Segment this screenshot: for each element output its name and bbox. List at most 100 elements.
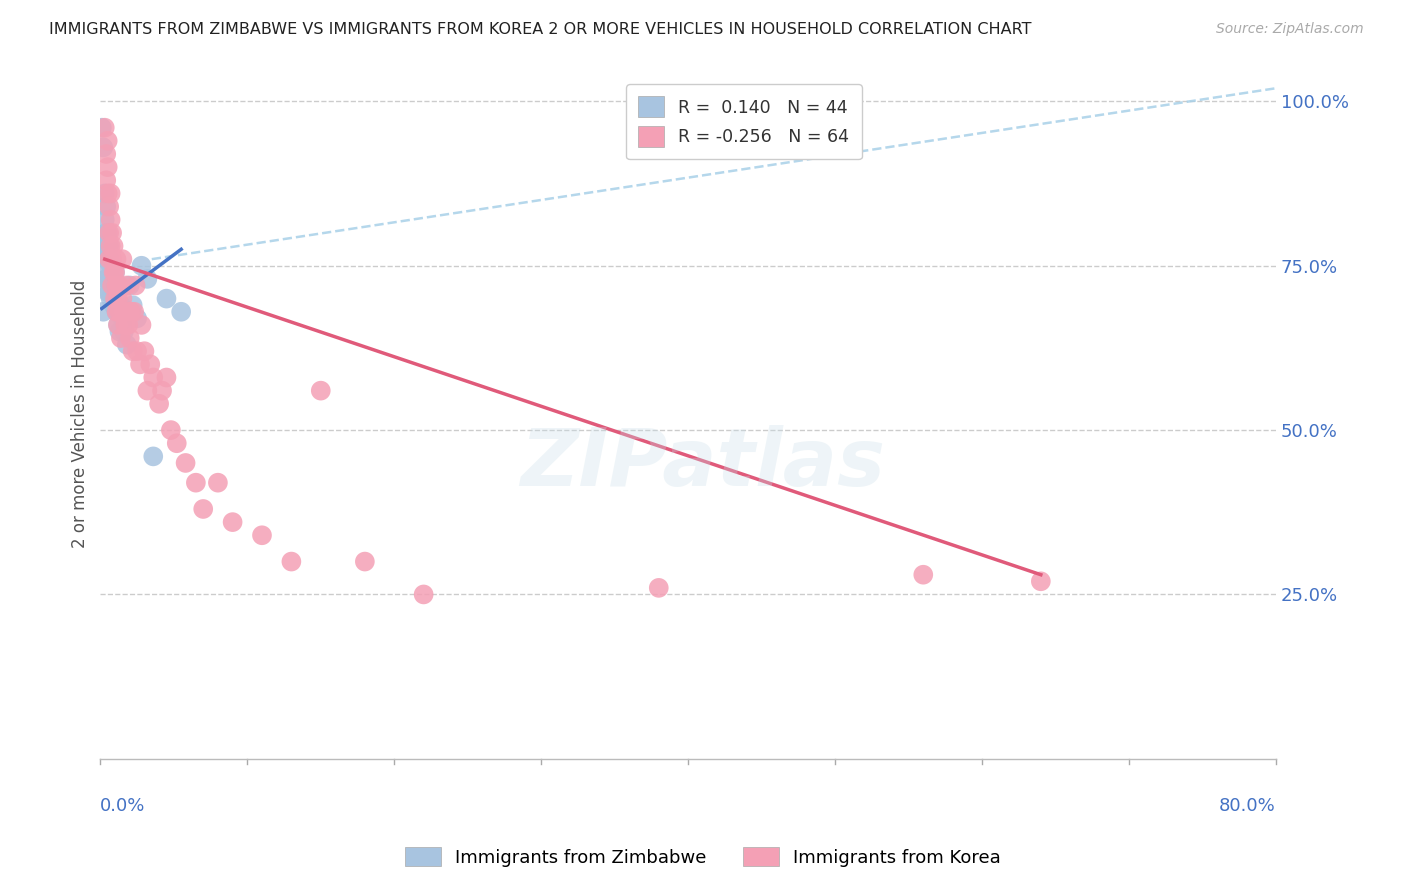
Point xyxy=(98,252,121,267)
Point xyxy=(354,555,377,569)
Point xyxy=(100,212,122,227)
Point xyxy=(193,502,215,516)
Point xyxy=(96,226,118,240)
Legend: Immigrants from Zimbabwe, Immigrants from Korea: Immigrants from Zimbabwe, Immigrants fro… xyxy=(398,840,1008,874)
Point xyxy=(250,528,273,542)
Point xyxy=(118,305,141,319)
Point xyxy=(111,292,134,306)
Point xyxy=(115,337,138,351)
Point xyxy=(134,344,156,359)
Point xyxy=(142,450,165,464)
Point xyxy=(105,305,128,319)
Point xyxy=(129,357,152,371)
Point xyxy=(221,515,243,529)
Point xyxy=(100,272,122,286)
Point xyxy=(155,370,177,384)
Point xyxy=(103,298,125,312)
Point xyxy=(166,436,188,450)
Point xyxy=(94,265,117,279)
Point xyxy=(108,305,131,319)
Point xyxy=(412,587,434,601)
Point xyxy=(170,305,193,319)
Point xyxy=(103,239,125,253)
Text: ZIPatlas: ZIPatlas xyxy=(520,425,886,503)
Point xyxy=(912,567,935,582)
Point xyxy=(174,456,197,470)
Point xyxy=(131,318,153,332)
Point xyxy=(96,272,118,286)
Point xyxy=(104,292,127,306)
Point xyxy=(107,292,129,306)
Point xyxy=(131,259,153,273)
Point xyxy=(97,226,120,240)
Point xyxy=(98,285,121,299)
Point xyxy=(115,278,138,293)
Point xyxy=(101,278,124,293)
Point xyxy=(97,186,120,201)
Point xyxy=(121,298,143,312)
Point xyxy=(207,475,229,490)
Point xyxy=(97,160,120,174)
Legend: R =  0.140   N = 44, R = -0.256   N = 64: R = 0.140 N = 44, R = -0.256 N = 64 xyxy=(626,84,862,160)
Point xyxy=(97,134,120,148)
Point xyxy=(101,278,124,293)
Point xyxy=(103,265,125,279)
Point xyxy=(111,311,134,326)
Point xyxy=(96,173,118,187)
Point xyxy=(139,357,162,371)
Point xyxy=(90,120,112,135)
Point xyxy=(94,245,117,260)
Point xyxy=(98,252,121,267)
Point xyxy=(101,252,124,267)
Point xyxy=(105,252,128,267)
Point xyxy=(97,252,120,267)
Point xyxy=(112,325,135,339)
Point xyxy=(101,226,124,240)
Point xyxy=(142,370,165,384)
Point xyxy=(97,272,120,286)
Point xyxy=(111,252,134,267)
Point xyxy=(127,311,149,326)
Point xyxy=(105,305,128,319)
Point xyxy=(108,278,131,293)
Text: Source: ZipAtlas.com: Source: ZipAtlas.com xyxy=(1216,22,1364,37)
Point xyxy=(100,259,122,273)
Point xyxy=(160,423,183,437)
Point xyxy=(91,305,114,319)
Text: 80.0%: 80.0% xyxy=(1219,797,1277,814)
Point xyxy=(91,140,114,154)
Y-axis label: 2 or more Vehicles in Household: 2 or more Vehicles in Household xyxy=(72,279,89,548)
Point xyxy=(98,226,121,240)
Point xyxy=(98,239,121,253)
Point xyxy=(120,305,142,319)
Point xyxy=(118,331,141,345)
Point xyxy=(104,265,127,279)
Point xyxy=(94,212,117,227)
Point xyxy=(117,318,139,332)
Point xyxy=(280,555,302,569)
Point xyxy=(108,325,131,339)
Point xyxy=(97,239,120,253)
Point xyxy=(124,278,146,293)
Point xyxy=(100,186,122,201)
Point xyxy=(136,272,159,286)
Point xyxy=(100,239,122,253)
Point xyxy=(94,232,117,246)
Point xyxy=(309,384,332,398)
Point xyxy=(107,318,129,332)
Point xyxy=(127,344,149,359)
Point xyxy=(105,278,128,293)
Point xyxy=(121,344,143,359)
Point xyxy=(110,298,132,312)
Text: 0.0%: 0.0% xyxy=(100,797,146,814)
Point xyxy=(648,581,671,595)
Point xyxy=(112,305,135,319)
Point xyxy=(104,292,127,306)
Point xyxy=(97,285,120,299)
Point xyxy=(94,186,117,201)
Point xyxy=(110,331,132,345)
Point xyxy=(96,239,118,253)
Point xyxy=(100,292,122,306)
Point xyxy=(96,200,118,214)
Point xyxy=(122,305,145,319)
